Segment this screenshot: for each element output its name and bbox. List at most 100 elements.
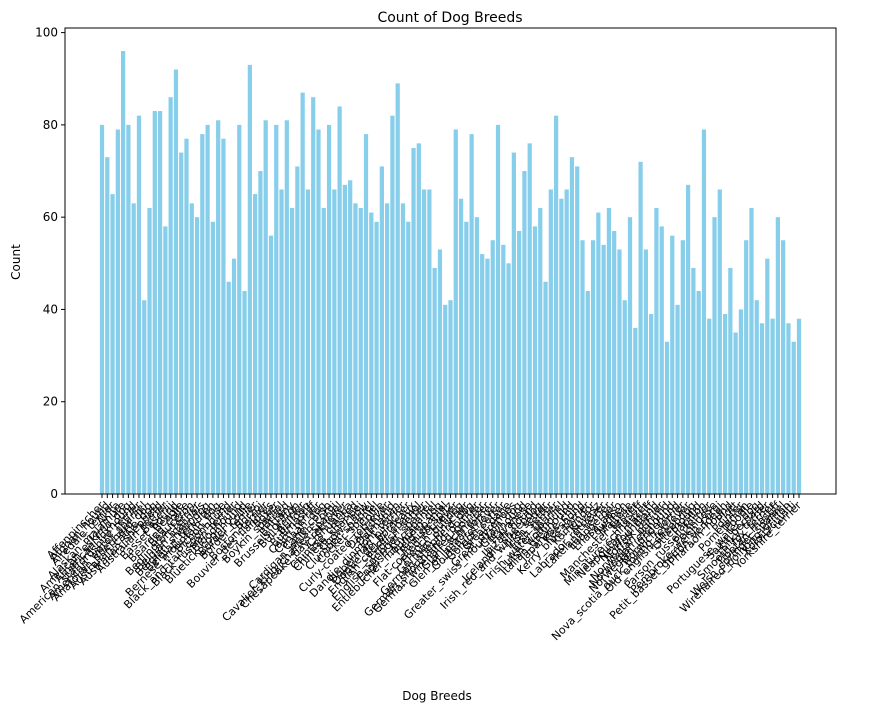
bar (152, 111, 157, 495)
bar (279, 189, 284, 494)
bar (311, 97, 316, 495)
bar (443, 304, 448, 494)
y-tick-label: 60 (43, 210, 58, 224)
bar (390, 115, 395, 495)
bar (321, 207, 326, 494)
bar (115, 129, 120, 494)
bar (490, 240, 495, 494)
bar (495, 124, 501, 495)
bar (691, 267, 696, 494)
bar (633, 327, 638, 494)
bar (464, 221, 469, 495)
bar (221, 138, 226, 494)
bar (274, 124, 279, 495)
bar (173, 69, 179, 494)
bar (685, 184, 691, 495)
bar (136, 115, 142, 495)
bar (654, 207, 659, 494)
bar (754, 300, 759, 494)
bar (643, 249, 648, 494)
bar (649, 314, 654, 494)
bar (300, 92, 305, 495)
bar (253, 194, 258, 495)
bar (263, 120, 268, 495)
bar (722, 314, 728, 494)
bar (538, 207, 543, 494)
bar (680, 240, 685, 494)
chart-title: Count of Dog Breeds (377, 10, 522, 26)
bar (601, 244, 606, 494)
bar (770, 318, 775, 494)
bar (627, 217, 633, 494)
bar (231, 258, 237, 494)
bar (427, 189, 432, 494)
bar (696, 290, 701, 494)
bar (775, 217, 780, 494)
bar (638, 161, 643, 494)
bar (416, 143, 421, 494)
bar (226, 281, 231, 494)
bar (728, 267, 733, 494)
bar (511, 152, 516, 494)
bar (168, 97, 173, 495)
bar (369, 212, 374, 495)
bar (200, 134, 205, 494)
bar (564, 189, 569, 494)
bar (247, 64, 252, 494)
bar (712, 217, 717, 494)
bar (395, 83, 400, 494)
bar (617, 249, 622, 494)
y-tick-label: 20 (43, 395, 58, 409)
bar (189, 203, 194, 495)
bar (289, 207, 295, 494)
bar (580, 240, 585, 494)
bar (295, 166, 300, 495)
bar (437, 249, 443, 494)
bar (258, 171, 263, 494)
bar (326, 124, 332, 495)
bar (485, 258, 490, 494)
bar (670, 235, 675, 494)
bar (585, 290, 590, 494)
bar (142, 300, 147, 494)
bar (337, 106, 342, 495)
bar (179, 152, 184, 494)
bar (791, 341, 796, 494)
bar (194, 217, 200, 494)
bar (474, 217, 480, 494)
bar (759, 323, 765, 494)
bar (596, 212, 601, 495)
y-tick-label: 40 (43, 302, 58, 316)
bar (126, 124, 131, 495)
bar (796, 318, 802, 494)
bar (501, 244, 506, 494)
bar (506, 263, 511, 494)
bar (675, 304, 680, 494)
bar (553, 115, 559, 495)
bar (480, 254, 485, 494)
bar (400, 203, 406, 495)
bar (363, 134, 369, 494)
bar (110, 194, 115, 495)
bar (147, 207, 152, 494)
bar (458, 198, 464, 494)
bar (453, 129, 458, 494)
y-tick-label: 100 (35, 26, 58, 40)
bar (342, 184, 348, 495)
bar (559, 198, 564, 494)
bar (411, 147, 416, 495)
bar (184, 138, 189, 494)
bar (237, 124, 242, 495)
bar (717, 189, 722, 494)
bar (121, 51, 126, 494)
bar (163, 226, 168, 494)
bar (421, 189, 427, 494)
bar (765, 258, 770, 494)
y-tick-label: 0 (50, 487, 58, 501)
bar (590, 240, 596, 494)
bar (707, 318, 712, 494)
bar (448, 300, 453, 494)
bar (517, 231, 522, 495)
